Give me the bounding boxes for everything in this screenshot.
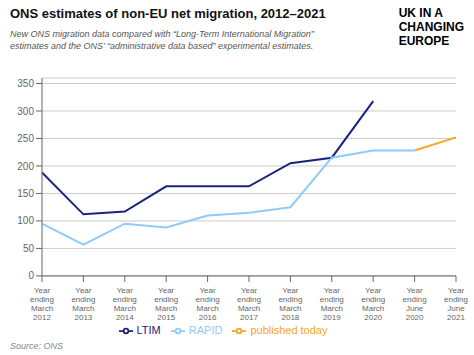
html-text:RAPID: RAPID	[188, 323, 223, 336]
svg-text:YearendingJune2021: YearendingJune2021	[444, 286, 466, 322]
html-text:CHANGING: CHANGING	[398, 20, 464, 34]
html-text:Source: ONS: Source: ONS	[10, 341, 63, 351]
html-text:ONS estimates of non-EU net mi: ONS estimates of non-EU net migration, 2…	[10, 6, 326, 21]
svg-text:YearendingMarch2015: YearendingMarch2015	[154, 286, 178, 322]
svg-text:YearendingJune2020: YearendingJune2020	[403, 286, 427, 322]
svg-text:YearendingMarch2013: YearendingMarch2013	[71, 286, 95, 322]
svg-text:YearendingMarch2017: YearendingMarch2017	[237, 286, 261, 322]
svg-text:300: 300	[17, 106, 34, 117]
html-text:published today: published today	[250, 323, 328, 336]
html-text:EUROPE: EUROPE	[398, 34, 450, 48]
svg-text:YearendingMarch2014: YearendingMarch2014	[113, 286, 137, 322]
svg-text:150: 150	[17, 188, 34, 199]
svg-text:YearendingMarch2018: YearendingMarch2018	[278, 286, 302, 322]
svg-text:100: 100	[17, 215, 34, 226]
html-text:New ONS migration data compare: New ONS migration data compared with “Lo…	[10, 29, 314, 51]
svg-text:YearendingMarch2019: YearendingMarch2019	[320, 286, 344, 322]
svg-text:YearendingMarch2016: YearendingMarch2016	[196, 286, 220, 322]
svg-text:YearendingMarch2012: YearendingMarch2012	[30, 286, 54, 322]
html-text:LTIM: LTIM	[136, 323, 161, 336]
svg-text:0: 0	[28, 270, 34, 281]
svg-text:250: 250	[17, 133, 34, 144]
html-text:UK IN A: UK IN A	[398, 6, 443, 20]
svg-text:350: 350	[17, 78, 34, 89]
svg-text:200: 200	[17, 161, 34, 172]
svg-text:YearendingMarch2020: YearendingMarch2020	[361, 286, 385, 322]
svg-text:50: 50	[23, 243, 35, 254]
